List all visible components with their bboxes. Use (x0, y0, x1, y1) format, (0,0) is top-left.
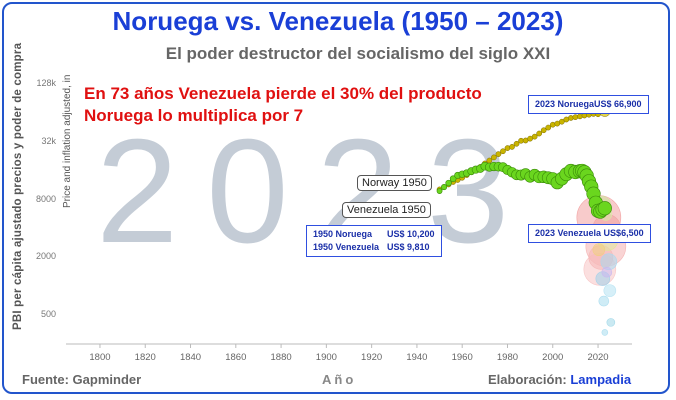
box-1950-norway-label: 1950 Noruega (313, 229, 373, 239)
venezuela-point (445, 179, 452, 187)
box-2023-norway-value: US$ 66,900 (594, 99, 642, 109)
norway-point (495, 151, 502, 157)
x-tick-label: 1840 (179, 352, 202, 363)
headline-line-1: En 73 años Venezuela pierde el 30% del p… (84, 84, 482, 103)
background-country-bubble (601, 266, 613, 278)
x-tick-label: 1880 (270, 352, 292, 363)
background-country-bubble (603, 284, 617, 297)
y-tick-label: 32k (41, 135, 56, 146)
norway-point (531, 133, 538, 140)
y-axis-label-spanish: PBI per cápita ajustado precios y poder … (12, 42, 24, 330)
box-1950-norway-value: US$ 10,200 (387, 229, 435, 239)
background-country-bubble (601, 329, 609, 336)
norway-point (536, 130, 543, 137)
info-box-1950: 1950 Noruega US$ 10,200 1950 Venezuela US$… (306, 225, 442, 257)
x-tick-label: 1960 (451, 352, 473, 363)
x-tick-label: 1940 (406, 352, 428, 363)
y-axis-label-english: Price and inflation adjusted, in (62, 74, 73, 208)
venezuela-1950-label: Venezuela 1950 (342, 202, 431, 218)
chart-frame (2, 2, 670, 394)
box-1950-venezuela-label: 1950 Venezuela (313, 242, 380, 252)
norway-point (545, 124, 552, 131)
x-tick-label: 2000 (542, 352, 564, 363)
norway-point (558, 118, 565, 125)
box-2023-venezuela-value: 6,500 (621, 228, 644, 238)
info-box-2023-norway: 2023 NoruegaUS$ 66,900 (528, 95, 649, 114)
box-2023-norway-label: 2023 Noruega (535, 99, 595, 109)
x-tick-label: 1860 (225, 352, 247, 363)
box-2023-venezuela-label: 2023 Venezuela US$ (535, 228, 622, 238)
venezuela-point (597, 201, 612, 216)
footer-source: Fuente: Gapminder (22, 372, 142, 387)
norway-1950-label: Norway 1950 (357, 175, 432, 191)
box-1950-venezuela-value: US$ 9,810 (387, 242, 430, 252)
x-tick-label: 1800 (89, 352, 111, 363)
chart-title: Noruega vs. Venezuela (1950 – 2023) (112, 6, 564, 36)
x-tick-label: 2020 (587, 352, 609, 363)
norway-point (500, 148, 506, 155)
norway-point (540, 127, 547, 134)
footer-credit-brand: Lampadia (570, 372, 632, 387)
y-tick-label: 500 (40, 309, 56, 320)
norway-point (509, 144, 515, 150)
norway-point (513, 140, 520, 147)
y-tick-label: 8000 (35, 193, 56, 204)
info-box-2023-venezuela: 2023 Venezuela US$6,500 (528, 224, 651, 243)
footer-credit: Elaboración: Lampadia (488, 372, 631, 387)
norway-point (486, 157, 493, 164)
venezuela-point (436, 188, 443, 194)
x-axis-title: Año (322, 372, 357, 387)
y-tick-label: 2000 (35, 251, 56, 262)
x-tick-label: 1920 (361, 352, 383, 363)
background-country-bubble (598, 295, 610, 307)
background-country-bubble (606, 318, 616, 327)
venezuela-point (449, 175, 457, 183)
footer-credit-prefix: Elaboración: (488, 372, 571, 387)
y-tick-label: 128k (36, 78, 56, 88)
x-tick-label: 1820 (134, 352, 156, 363)
venezuela-point (441, 184, 448, 191)
norway-point (491, 154, 497, 161)
headline-line-2: Noruega lo multiplica por 7 (84, 106, 304, 125)
x-tick-label: 1900 (315, 352, 337, 363)
x-tick-label: 1980 (496, 352, 519, 363)
background-country-bubble (592, 243, 606, 257)
chart-subtitle: El poder destructor del socialismo del s… (165, 44, 551, 63)
